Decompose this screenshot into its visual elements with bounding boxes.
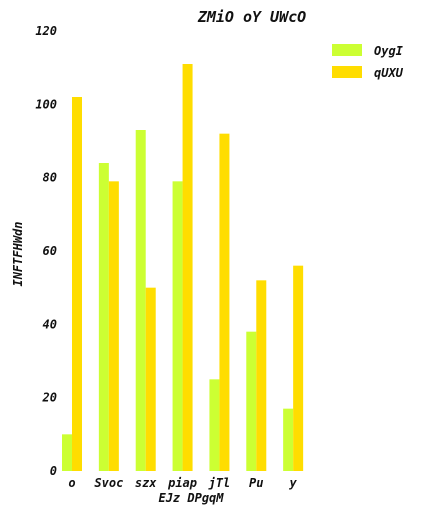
y-tick-label: 80 (43, 171, 57, 185)
bar-OygI-o (62, 434, 72, 471)
bars (62, 64, 304, 472)
y-axis-label: INFTFHWdn (11, 221, 25, 286)
bar-qUXU-Svoc (108, 181, 119, 472)
legend: OygI qUXU (332, 44, 404, 80)
legend-swatch-qUXU (332, 66, 362, 78)
x-tick-label: Pu (249, 476, 263, 490)
x-axis-ticks: o Svoc szx piap jTl Pu y (68, 476, 297, 490)
bar-OygI-Svoc (98, 163, 109, 471)
bar-qUXU-o (72, 97, 82, 471)
bar-OygI-szx (135, 130, 146, 471)
x-tick-label: piap (167, 476, 197, 490)
x-tick-label: y (289, 476, 298, 490)
y-axis-ticks: 0 20 40 60 80 100 120 (35, 24, 57, 478)
bar-qUXU-Pu (256, 280, 267, 471)
y-tick-label: 60 (43, 244, 57, 258)
y-tick-label: 0 (50, 464, 57, 478)
x-tick-label: o (68, 476, 75, 490)
legend-label: qUXU (374, 66, 404, 80)
bar-qUXU-szx (145, 287, 156, 471)
chart-title: ZMiO oY UWcO (197, 8, 306, 26)
x-tick-label: jTl (208, 476, 231, 490)
bar-OygI-y (283, 408, 294, 471)
bar-OygI-jTl (209, 379, 220, 471)
bar-qUXU-y (293, 265, 304, 471)
y-tick-label: 120 (35, 24, 57, 38)
x-tick-label: Svoc (94, 476, 123, 490)
y-tick-label: 100 (35, 97, 57, 111)
y-tick-label: 40 (43, 317, 57, 331)
legend-label: OygI (374, 44, 404, 58)
x-axis-label: EJz DPgqM (158, 491, 224, 505)
bar-OygI-Pu (246, 331, 257, 471)
x-tick-label: szx (135, 476, 157, 490)
bar-qUXU-jTl (219, 133, 230, 471)
legend-swatch-OygI (332, 44, 362, 56)
bar-OygI-piap (172, 181, 183, 472)
y-tick-label: 20 (42, 391, 57, 405)
bar-qUXU-piap (182, 64, 193, 471)
